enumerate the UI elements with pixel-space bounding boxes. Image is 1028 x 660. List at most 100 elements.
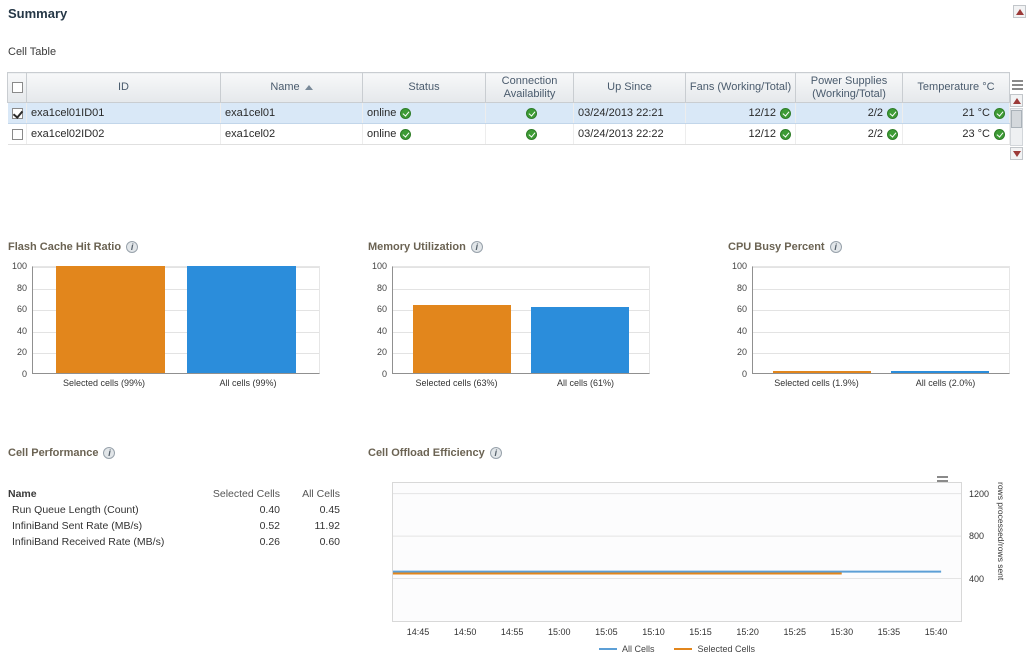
scroll-down-icon <box>1012 150 1021 157</box>
page-scroll-up-button[interactable] <box>1013 5 1026 18</box>
y-axis-tick-label: 60 <box>16 304 27 315</box>
metric-name: InfiniBand Received Rate (MB/s) <box>12 536 165 548</box>
column-header-up-since[interactable]: Up Since <box>573 72 686 103</box>
perf-col-all: All Cells <box>302 488 340 500</box>
column-header-name[interactable]: Name <box>220 72 363 103</box>
x-axis-tick-label: 14:55 <box>500 627 524 637</box>
cpu-busy-percent-chart: CPU Busy Percent 0 20 40 60 80 100 Selected c… <box>728 240 1010 388</box>
cell-up-since: 03/24/2013 22:21 <box>573 102 686 124</box>
column-header-fans[interactable]: Fans (Working/Total) <box>685 72 796 103</box>
bar <box>413 304 511 373</box>
row-checkbox[interactable] <box>11 107 23 119</box>
bar <box>55 266 165 373</box>
temperature-ok-icon <box>994 128 1005 140</box>
cell-connection <box>485 102 574 124</box>
column-header-power[interactable]: Power Supplies (Working/Total) <box>795 72 903 103</box>
x-axis-tick-label: 15:20 <box>736 627 759 637</box>
y-axis-tick-label: 40 <box>736 325 747 336</box>
info-icon[interactable] <box>103 447 116 459</box>
power-ok-icon <box>887 128 898 140</box>
cell-connection <box>485 123 574 145</box>
column-header-temperature[interactable]: Temperature °C <box>902 72 1010 103</box>
cell-offload-efficiency-section: Cell Offload Efficiency 14:4514:5014:551… <box>368 446 1016 658</box>
sort-ascending-icon <box>304 84 313 90</box>
y-axis-tick-label: 40 <box>376 325 387 336</box>
bar-label: All cells (99%) <box>219 378 277 388</box>
y-axis-tick-label: 20 <box>736 347 747 358</box>
cell-name: exa1cel02 <box>220 123 363 145</box>
table-menu-icon[interactable] <box>1012 80 1023 90</box>
cell-name: exa1cel01 <box>220 102 363 124</box>
x-axis-tick-label: 15:00 <box>548 627 571 637</box>
column-header-status[interactable]: Status <box>362 72 486 103</box>
x-axis-tick-label: 15:40 <box>924 627 948 637</box>
row-checkbox[interactable] <box>11 128 23 140</box>
power-ok-icon <box>887 107 898 119</box>
x-axis-tick-label: 14:50 <box>453 627 477 637</box>
legend-item: All Cells <box>598 644 655 654</box>
x-axis-tick-label: 14:45 <box>406 627 430 637</box>
y-axis-tick-label: 100 <box>731 261 747 271</box>
scroll-up-icon <box>1012 97 1021 104</box>
metric-selected-value: 0.26 <box>259 536 280 548</box>
bar <box>187 266 297 373</box>
y-axis: 0 20 40 60 80 100 <box>8 261 32 379</box>
cell-status: online <box>362 102 486 124</box>
table-row[interactable]: exa1cel01ID01 exa1cel01 online 03/24/201… <box>7 102 1010 124</box>
metric-all-value: 0.60 <box>319 536 340 548</box>
legend-label: All Cells <box>621 644 655 654</box>
temperature-value: 23 °C <box>962 128 990 140</box>
perf-header-row: Name Selected Cells All Cells <box>8 486 340 502</box>
cell-id: exa1cel02ID02 <box>26 123 221 145</box>
metric-all-value: 0.45 <box>319 504 340 516</box>
bar <box>773 370 871 373</box>
info-icon[interactable] <box>489 447 502 459</box>
column-header-connection[interactable]: Connection Availability <box>485 72 574 103</box>
fans-ok-icon <box>780 107 791 119</box>
x-axis: 14:45 14:50 14:55 15:00 15:05 15:10 15:15 15:20… <box>392 627 962 639</box>
status-text: online <box>367 128 397 140</box>
plot-area <box>32 266 320 374</box>
cell-up-since: 03/24/2013 22:22 <box>573 123 686 145</box>
table-scroll-down-button[interactable] <box>1010 147 1023 160</box>
power-value: 2/2 <box>867 128 883 140</box>
info-icon[interactable] <box>470 241 483 253</box>
y-axis-tick-label: 40 <box>16 325 27 336</box>
table-row[interactable]: exa1cel02ID02 exa1cel02 online 03/24/201… <box>7 123 1010 145</box>
temperature-ok-icon <box>994 107 1005 119</box>
cell-temperature: 21 °C <box>902 102 1010 124</box>
info-icon[interactable] <box>126 241 139 253</box>
legend-swatch <box>674 648 693 650</box>
y-axis-tick-label: 800 <box>969 531 985 542</box>
gridline <box>33 267 319 268</box>
metric-all-value: 11.92 <box>314 520 341 532</box>
table-scrollbar-thumb[interactable] <box>1011 110 1022 128</box>
gridline <box>753 267 1009 268</box>
x-axis-tick-label: 15:15 <box>689 627 712 637</box>
y-axis-tick-label: 100 <box>11 261 27 271</box>
gridline <box>393 310 649 312</box>
gridline <box>753 353 1009 355</box>
flash-cache-hit-ratio-chart: Flash Cache Hit Ratio 0 20 40 60 80 100 Selec… <box>8 240 320 388</box>
gridline <box>393 353 649 355</box>
table-scroll-up-button[interactable] <box>1010 94 1023 107</box>
x-axis-tick-label: 15:35 <box>877 627 901 637</box>
table-scrollbar-track[interactable] <box>1010 108 1023 146</box>
cell-table: ID Name Status Connection Availability U… <box>7 72 1010 145</box>
select-all-checkbox[interactable] <box>11 81 23 93</box>
status-text: online <box>367 107 397 119</box>
y-axis-tick-label: 20 <box>16 347 27 358</box>
legend-item: Selected Cells <box>674 644 755 654</box>
column-header-id[interactable]: ID <box>26 72 221 103</box>
metric-name: Run Queue Length (Count) <box>12 504 139 516</box>
metric-name: InfiniBand Sent Rate (MB/s) <box>12 520 143 532</box>
legend-label: Selected Cells <box>697 644 756 654</box>
cell-power: 2/2 <box>795 102 903 124</box>
info-icon[interactable] <box>829 241 842 253</box>
bar-label: Selected cells (99%) <box>62 378 146 388</box>
x-axis-tick-label: 15:10 <box>642 627 665 637</box>
chart-menu-icon[interactable] <box>937 476 948 486</box>
perf-col-selected: Selected Cells <box>212 488 280 500</box>
page-title: Summary <box>8 6 68 21</box>
gridline <box>753 331 1009 333</box>
